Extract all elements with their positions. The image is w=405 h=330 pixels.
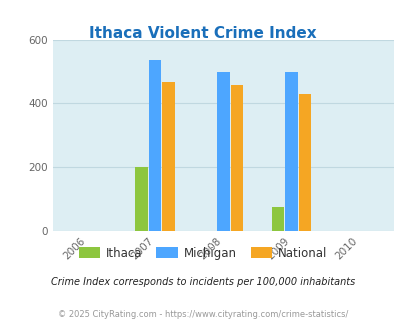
Text: Crime Index corresponds to incidents per 100,000 inhabitants: Crime Index corresponds to incidents per… xyxy=(51,278,354,287)
Bar xyxy=(149,60,161,231)
Bar xyxy=(217,72,229,231)
Bar xyxy=(271,207,283,231)
Bar xyxy=(162,82,175,231)
Bar xyxy=(230,85,243,231)
Text: Ithaca Violent Crime Index: Ithaca Violent Crime Index xyxy=(89,26,316,41)
Bar xyxy=(298,94,311,231)
Bar xyxy=(135,167,147,231)
Bar xyxy=(285,72,297,231)
Text: © 2025 CityRating.com - https://www.cityrating.com/crime-statistics/: © 2025 CityRating.com - https://www.city… xyxy=(58,310,347,319)
Legend: Ithaca, Michigan, National: Ithaca, Michigan, National xyxy=(74,242,331,264)
